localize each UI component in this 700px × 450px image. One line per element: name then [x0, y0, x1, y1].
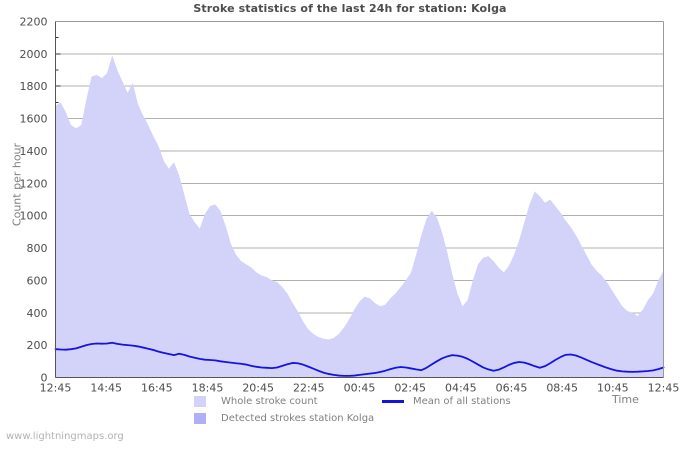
y-tick-label: 1200: [20, 177, 48, 190]
y-tick-label: 0: [41, 372, 48, 385]
footer-attribution: www.lightningmaps.org: [6, 431, 124, 442]
y-tick-label: 1400: [20, 145, 48, 158]
y-tick-label: 1800: [20, 80, 48, 93]
page-title: Stroke statistics of the last 24h for st…: [193, 2, 507, 15]
line-series: [54, 341, 665, 377]
y-tick-label: 200: [27, 339, 48, 352]
y-tick-label: 1000: [20, 210, 48, 223]
plot-area: 0 200 400 600 800 1000 1200 1400 1600 1800 2000 220…: [20, 16, 680, 395]
x-tick-label: 06:45: [496, 382, 528, 395]
x-tick-label: 02:45: [394, 382, 426, 395]
x-axis-label: Time: [612, 393, 639, 406]
y-tick-label: 1600: [20, 113, 48, 126]
legend-label-whole-stroke-count: Whole stroke count: [221, 396, 318, 407]
legend-label-detected-strokes-station: Detected strokes station Kolga: [221, 413, 375, 424]
y-tick-label: 2200: [20, 16, 48, 29]
y-tick-label: 800: [27, 242, 48, 255]
legend-swatch-whole-stroke-count: [194, 396, 206, 407]
x-tick-label: 14:45: [90, 382, 122, 395]
x-tick-label: 16:45: [141, 382, 173, 395]
legend-swatch-detected-strokes-station: [194, 413, 206, 424]
x-tick-label: 12:45: [40, 382, 72, 395]
x-tick-label: 08:45: [546, 382, 578, 395]
x-tick-label: 10:45: [597, 382, 629, 395]
y-tick-label: 2000: [20, 48, 48, 61]
legend-line-mean-of-all-stations: [382, 400, 404, 403]
legend-label-mean-of-all-stations: Mean of all stations: [413, 396, 511, 407]
x-tick-label: 18:45: [192, 382, 224, 395]
x-tick-label: 22:45: [293, 382, 325, 395]
x-tick-label: 20:45: [242, 382, 274, 395]
y-tick-label: 600: [27, 274, 48, 287]
x-tick-label: 04:45: [445, 382, 477, 395]
x-tick-label: 00:45: [344, 382, 376, 395]
area-series: [55, 55, 664, 378]
y-tick-label: 400: [27, 307, 48, 320]
x-tick-label: 12:45: [648, 382, 680, 395]
